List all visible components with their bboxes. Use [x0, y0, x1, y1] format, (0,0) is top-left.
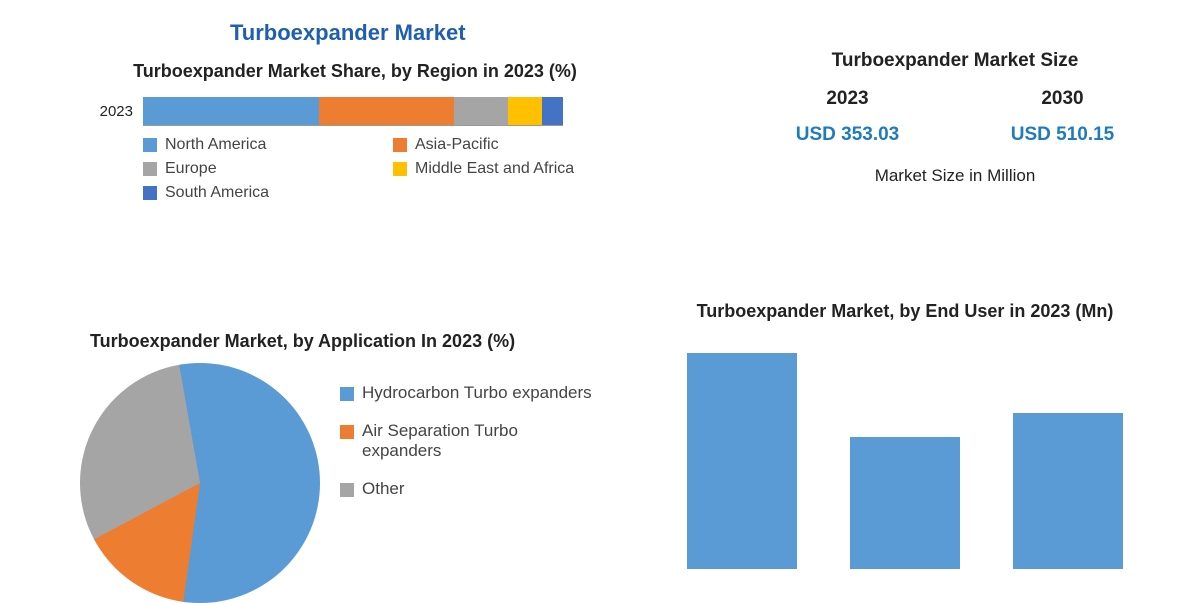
stacked-segment-3 — [508, 97, 542, 125]
legend-swatch-icon — [143, 162, 157, 176]
region-legend-item-3: Middle East and Africa — [393, 160, 603, 178]
market-size-year-1: 2030 — [1041, 88, 1083, 110]
page-title: Turboexpander Market — [230, 20, 466, 46]
bar-area — [640, 329, 1170, 569]
legend-swatch-icon — [340, 483, 354, 497]
enduser-bar-2 — [1013, 413, 1123, 569]
pie-legend-item-2: Other — [340, 479, 600, 499]
stacked-segment-0 — [143, 97, 319, 125]
pie-wrap — [80, 363, 320, 603]
market-size-panel: Turboexpander Market Size 2023 2030 USD … — [740, 50, 1170, 186]
pie-legend-item-1: Air Separation Turbo expanders — [340, 421, 600, 461]
pie-legend-item-0: Hydrocarbon Turbo expanders — [340, 383, 600, 403]
stacked-bar — [143, 97, 563, 125]
pie-chart-title: Turboexpander Market, by Application In … — [90, 330, 640, 353]
region-legend-label: South America — [165, 184, 269, 202]
pie-legend-label: Other — [362, 479, 405, 499]
legend-swatch-icon — [340, 387, 354, 401]
region-legend: North America Asia-Pacific Europe Middle Ea… — [143, 136, 615, 202]
market-size-years-row: 2023 2030 — [740, 88, 1170, 110]
stacked-bar-year-label: 2023 — [95, 103, 143, 120]
legend-swatch-icon — [143, 186, 157, 200]
region-legend-label: Europe — [165, 160, 217, 178]
enduser-bar-0 — [687, 353, 797, 569]
pie-legend-label: Hydrocarbon Turbo expanders — [362, 383, 592, 403]
region-legend-item-4: South America — [143, 184, 353, 202]
region-chart-title: Turboexpander Market Share, by Region in… — [95, 60, 615, 83]
legend-swatch-icon — [393, 162, 407, 176]
market-size-value-0: USD 353.03 — [796, 124, 900, 146]
stacked-segment-1 — [319, 97, 453, 125]
market-size-year-0: 2023 — [826, 88, 868, 110]
enduser-bar-chart: Turboexpander Market, by End User in 202… — [640, 300, 1170, 569]
stacked-segment-4 — [542, 97, 563, 125]
enduser-chart-title: Turboexpander Market, by End User in 202… — [640, 300, 1170, 323]
region-legend-item-1: Asia-Pacific — [393, 136, 603, 154]
region-legend-item-0: North America — [143, 136, 353, 154]
market-size-values-row: USD 353.03 USD 510.15 — [740, 124, 1170, 146]
region-legend-label: Asia-Pacific — [415, 136, 499, 154]
pie-legend: Hydrocarbon Turbo expanders Air Separatio… — [340, 363, 600, 499]
market-size-value-1: USD 510.15 — [1011, 124, 1115, 146]
region-legend-item-2: Europe — [143, 160, 353, 178]
application-pie-chart: Turboexpander Market, by Application In … — [80, 330, 640, 603]
market-size-caption: Market Size in Million — [740, 166, 1170, 186]
region-legend-label: Middle East and Africa — [415, 160, 574, 178]
market-size-title: Turboexpander Market Size — [740, 50, 1170, 72]
stacked-bar-axis — [143, 125, 563, 126]
region-legend-label: North America — [165, 136, 266, 154]
enduser-bar-1 — [850, 437, 960, 569]
legend-swatch-icon — [393, 138, 407, 152]
region-share-chart: Turboexpander Market Share, by Region in… — [95, 60, 615, 202]
stacked-bar-row: 2023 — [95, 97, 615, 125]
pie-legend-label: Air Separation Turbo expanders — [362, 421, 600, 461]
pie-graphic — [80, 363, 320, 603]
legend-swatch-icon — [340, 425, 354, 439]
legend-swatch-icon — [143, 138, 157, 152]
stacked-segment-2 — [454, 97, 509, 125]
